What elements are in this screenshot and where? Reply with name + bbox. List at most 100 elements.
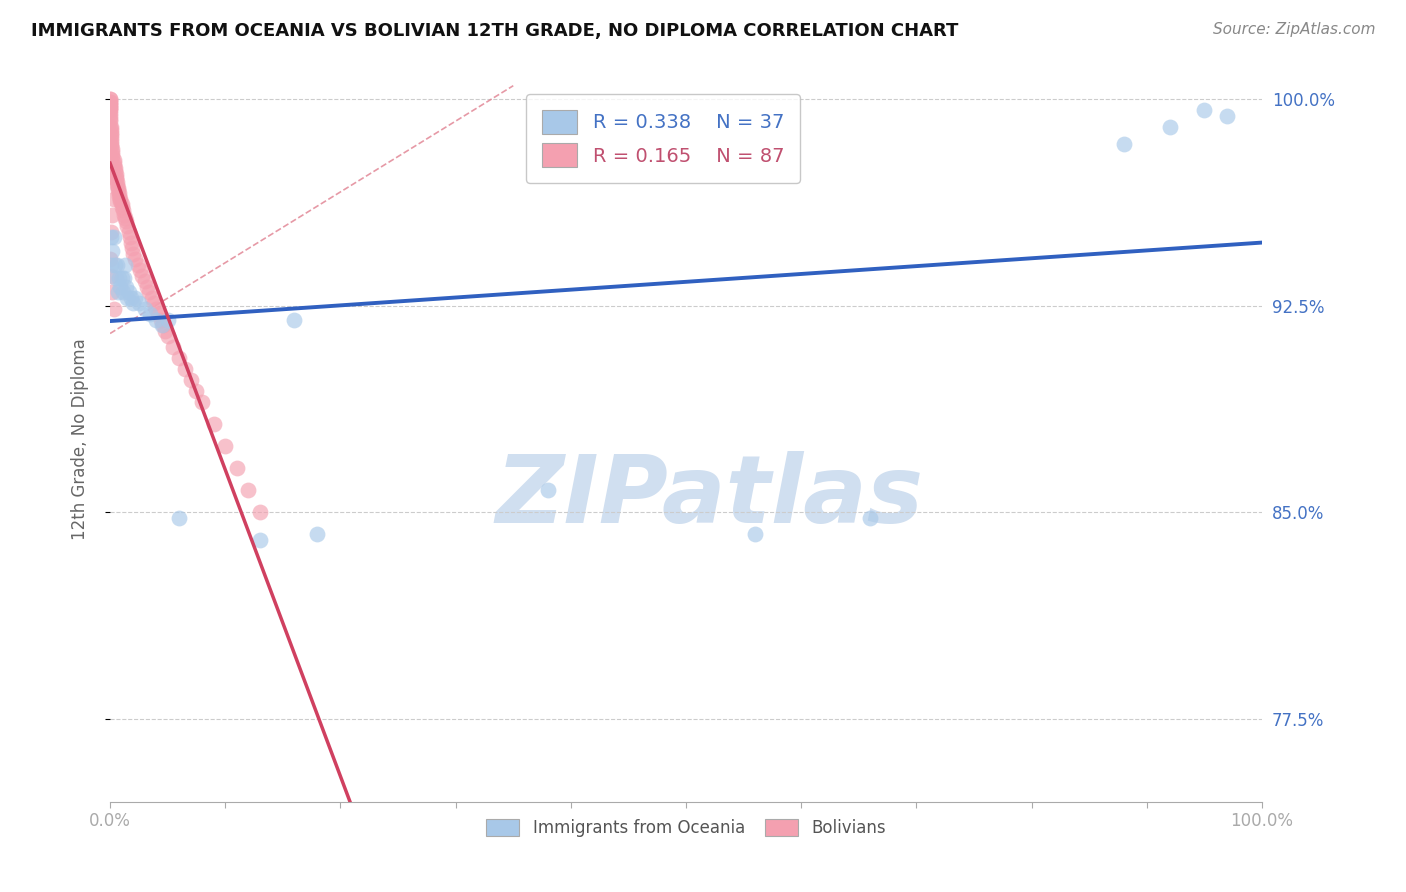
- Text: Source: ZipAtlas.com: Source: ZipAtlas.com: [1212, 22, 1375, 37]
- Point: [107, 285, 129, 300]
- Point: [98, 106, 121, 120]
- Point: [103, 230, 125, 244]
- Point: [98, 120, 121, 134]
- Point: [105, 258, 128, 272]
- Point: [202, 417, 225, 432]
- Point: [103, 301, 125, 316]
- Y-axis label: 12th Grade, No Diploma: 12th Grade, No Diploma: [72, 339, 89, 541]
- Point: [145, 301, 167, 316]
- Point: [167, 351, 190, 366]
- Point: [186, 384, 208, 399]
- Point: [98, 101, 121, 115]
- Point: [101, 142, 124, 156]
- Point: [249, 533, 271, 547]
- Point: [162, 340, 184, 354]
- Point: [124, 252, 146, 267]
- Point: [111, 285, 134, 300]
- Point: [124, 291, 146, 305]
- Point: [225, 461, 247, 475]
- Point: [139, 307, 162, 321]
- Point: [98, 101, 121, 115]
- Point: [105, 175, 128, 189]
- Point: [131, 268, 153, 283]
- Point: [117, 219, 139, 233]
- Point: [138, 285, 160, 300]
- Point: [101, 285, 124, 300]
- Text: ZIPatlas: ZIPatlas: [495, 451, 924, 543]
- Point: [744, 527, 766, 541]
- Point: [98, 109, 121, 123]
- Point: [100, 134, 122, 148]
- Point: [180, 373, 202, 387]
- Point: [100, 139, 122, 153]
- Point: [110, 271, 132, 285]
- Text: IMMIGRANTS FROM OCEANIA VS BOLIVIAN 12TH GRADE, NO DIPLOMA CORRELATION CHART: IMMIGRANTS FROM OCEANIA VS BOLIVIAN 12TH…: [31, 22, 959, 40]
- Point: [128, 296, 150, 310]
- Point: [110, 279, 132, 293]
- Point: [117, 285, 139, 300]
- Point: [107, 183, 129, 197]
- Point: [98, 98, 121, 112]
- Legend: Immigrants from Oceania, Bolivians: Immigrants from Oceania, Bolivians: [479, 813, 893, 844]
- Point: [100, 230, 122, 244]
- Point: [859, 511, 882, 525]
- Point: [101, 208, 124, 222]
- Point: [104, 172, 127, 186]
- Point: [100, 126, 122, 140]
- Point: [1216, 109, 1239, 123]
- Point: [100, 258, 122, 272]
- Point: [100, 136, 122, 151]
- Point: [100, 225, 122, 239]
- Point: [98, 93, 121, 107]
- Point: [104, 161, 127, 176]
- Point: [122, 246, 145, 260]
- Point: [110, 192, 132, 206]
- Point: [104, 167, 127, 181]
- Point: [108, 271, 131, 285]
- Point: [238, 483, 260, 498]
- Point: [105, 178, 128, 192]
- Point: [134, 301, 156, 316]
- Point: [103, 192, 125, 206]
- Point: [103, 153, 125, 167]
- Point: [129, 263, 152, 277]
- Point: [156, 329, 179, 343]
- Point: [115, 279, 138, 293]
- Point: [108, 189, 131, 203]
- Point: [142, 296, 165, 310]
- Point: [120, 235, 142, 250]
- Point: [110, 197, 132, 211]
- Point: [121, 241, 143, 255]
- Point: [98, 252, 121, 267]
- Point: [101, 244, 124, 258]
- Point: [537, 483, 560, 498]
- Point: [112, 271, 135, 285]
- Point: [249, 506, 271, 520]
- Point: [115, 213, 138, 227]
- Point: [98, 98, 121, 112]
- Point: [136, 279, 159, 293]
- Point: [107, 180, 129, 194]
- Point: [1112, 136, 1135, 151]
- Point: [127, 258, 149, 272]
- Point: [283, 312, 305, 326]
- Point: [191, 395, 214, 409]
- Point: [101, 150, 124, 164]
- Point: [112, 208, 135, 222]
- Point: [155, 324, 177, 338]
- Point: [1159, 120, 1181, 134]
- Point: [114, 211, 136, 225]
- Point: [114, 258, 136, 272]
- Point: [152, 318, 174, 333]
- Point: [98, 112, 121, 126]
- Point: [108, 186, 131, 200]
- Point: [103, 159, 125, 173]
- Point: [117, 291, 139, 305]
- Point: [110, 194, 132, 209]
- Point: [134, 274, 156, 288]
- Point: [104, 164, 127, 178]
- Point: [141, 291, 163, 305]
- Point: [110, 200, 132, 214]
- Point: [104, 271, 127, 285]
- Point: [98, 93, 121, 107]
